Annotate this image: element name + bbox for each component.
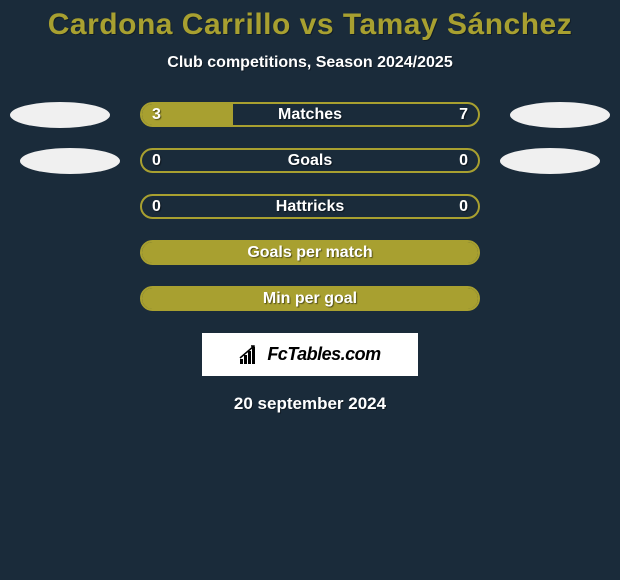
stat-bar: Goals per match xyxy=(140,240,480,265)
stat-row: Goals per match xyxy=(0,240,620,265)
subtitle: Club competitions, Season 2024/2025 xyxy=(167,54,452,72)
stat-row: 3 7 Matches xyxy=(0,102,620,127)
stat-bar: 0 0 Goals xyxy=(140,148,480,173)
stat-value-right: 7 xyxy=(459,106,468,124)
comparison-card: Cardona Carrillo vs Tamay Sánchez Club c… xyxy=(0,0,620,414)
stat-bar: 3 7 Matches xyxy=(140,102,480,127)
stat-label: Goals xyxy=(288,152,332,170)
player-left-avatar xyxy=(10,102,110,128)
stat-value-right: 0 xyxy=(459,198,468,216)
stat-row: 0 0 Hattricks xyxy=(0,194,620,219)
stat-row: 0 0 Goals xyxy=(0,148,620,173)
stat-label: Min per goal xyxy=(263,290,357,308)
chart-bars-icon xyxy=(239,345,263,365)
stat-label: Matches xyxy=(278,106,342,124)
stat-label: Goals per match xyxy=(247,244,372,262)
stat-value-left: 0 xyxy=(152,198,161,216)
stat-bar: Min per goal xyxy=(140,286,480,311)
player-right-avatar xyxy=(500,148,600,174)
stat-value-left: 0 xyxy=(152,152,161,170)
player-left-avatar xyxy=(20,148,120,174)
date-label: 20 september 2024 xyxy=(234,394,386,414)
logo-text: FcTables.com xyxy=(267,344,380,365)
stat-value-left: 3 xyxy=(152,106,161,124)
stat-bar: 0 0 Hattricks xyxy=(140,194,480,219)
stat-rows: 3 7 Matches 0 0 Goals 0 0 Hattricks Goals per mat… xyxy=(0,102,620,311)
stat-value-right: 0 xyxy=(459,152,468,170)
stat-label: Hattricks xyxy=(276,198,344,216)
page-title: Cardona Carrillo vs Tamay Sánchez xyxy=(48,8,572,42)
stat-row: Min per goal xyxy=(0,286,620,311)
player-right-avatar xyxy=(510,102,610,128)
logo-box[interactable]: FcTables.com xyxy=(202,333,418,376)
